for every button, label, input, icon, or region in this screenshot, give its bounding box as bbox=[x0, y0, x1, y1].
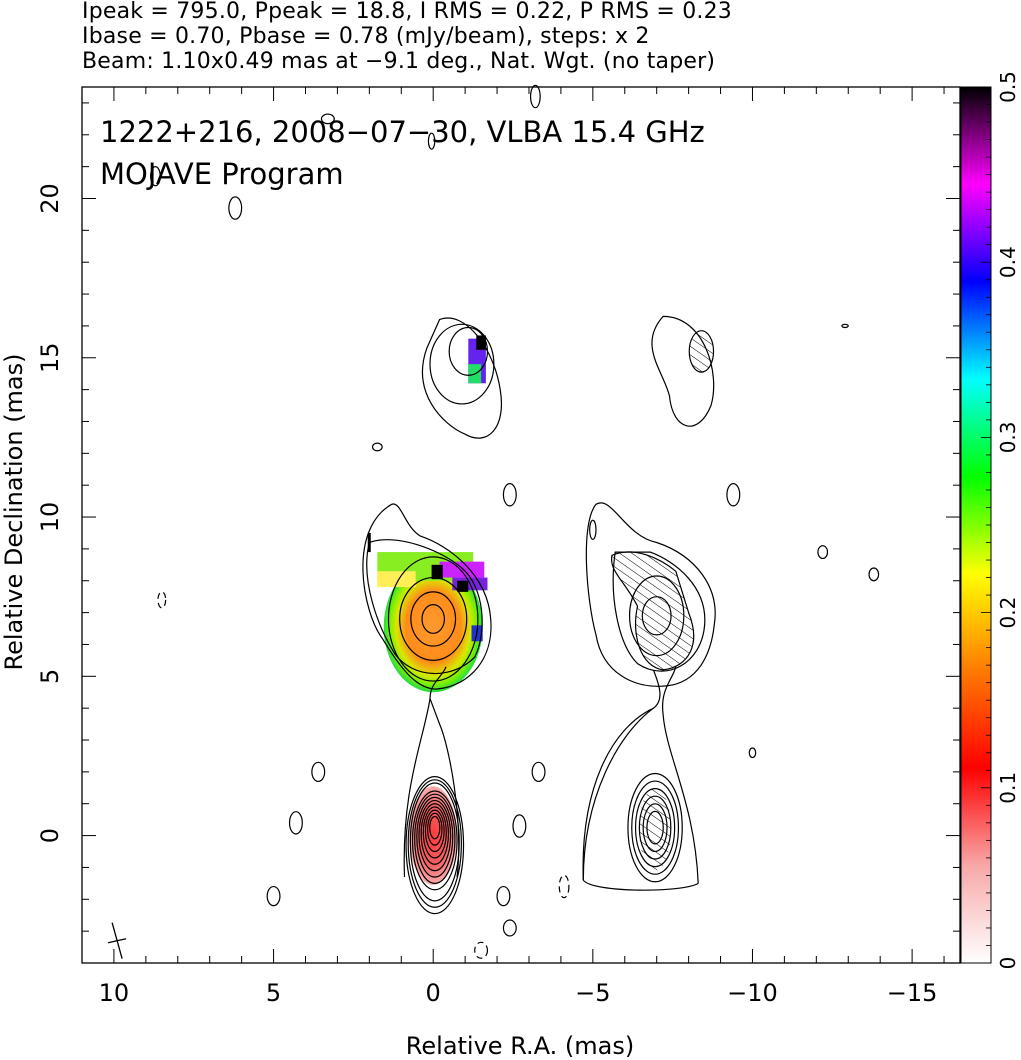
noise-contour bbox=[311, 761, 326, 783]
right-core-contour bbox=[627, 772, 683, 883]
core-contour bbox=[416, 796, 454, 878]
knot-a-polarization bbox=[383, 561, 483, 693]
colorbar-tick-label: 0.3 bbox=[996, 421, 1020, 453]
polarization-map bbox=[377, 335, 488, 885]
knot-a-contour bbox=[410, 591, 457, 647]
knot-a-magenta-patch bbox=[439, 561, 485, 578]
noise-contour bbox=[817, 545, 829, 560]
knot-a-contour bbox=[628, 575, 685, 657]
y-tick-label: 10 bbox=[36, 502, 64, 533]
knot-b-contour bbox=[429, 323, 495, 405]
core-contour bbox=[407, 779, 462, 908]
header-line-2: Ibase = 0.70, Pbase = 0.78 (mJy/beam), s… bbox=[82, 24, 650, 49]
right-jet-contour bbox=[662, 666, 699, 884]
noise-contour bbox=[288, 811, 303, 835]
noise-contour bbox=[512, 814, 527, 838]
right-knot-b-hatch bbox=[688, 330, 715, 373]
y-axis-label: Relative Declination (mas) bbox=[0, 353, 28, 670]
core-contour bbox=[422, 806, 447, 859]
right-jet-contour bbox=[582, 879, 699, 891]
knot-a-contour bbox=[387, 556, 479, 682]
y-tick-label: 15 bbox=[36, 342, 64, 373]
knot-a-contour bbox=[641, 596, 672, 636]
knot-a-outer-contour bbox=[362, 503, 492, 690]
noise-contour bbox=[496, 885, 511, 907]
core-contour bbox=[414, 793, 456, 884]
core-contour bbox=[405, 776, 465, 915]
knot-b-contour bbox=[448, 326, 489, 376]
colorbar: 0 0.1 0.2 0.3 0.4 0.5 bbox=[960, 71, 1020, 970]
right-jet-contour bbox=[582, 707, 654, 881]
noise-contour bbox=[371, 442, 383, 452]
x-tick-label: −10 bbox=[727, 979, 778, 1007]
x-tick-label: 10 bbox=[99, 979, 130, 1007]
plot-border bbox=[81, 86, 961, 964]
x-axis-label: Relative R.A. (mas) bbox=[406, 1032, 634, 1060]
noise-contour bbox=[228, 196, 243, 220]
x-tick-label: 0 bbox=[426, 979, 441, 1007]
knot-a-black-pixel bbox=[431, 564, 443, 580]
knot-a-yellow-patch bbox=[377, 571, 416, 588]
negative-contour bbox=[558, 874, 570, 899]
right-knot-a-hatch bbox=[611, 551, 695, 671]
header-line-3: Beam: 1.10x0.49 mas at −9.1 deg., Nat. W… bbox=[82, 49, 716, 74]
noise-contour bbox=[266, 885, 281, 907]
plot-subtitle: MOJAVE Program bbox=[100, 157, 344, 191]
noise-contour bbox=[531, 761, 546, 783]
beam-marker bbox=[367, 532, 371, 553]
y-tick-label: 20 bbox=[36, 183, 64, 214]
noise-contour bbox=[529, 84, 541, 109]
beam-minor-axis bbox=[107, 938, 127, 944]
noise-contour bbox=[150, 166, 161, 187]
x-tick-label: −15 bbox=[887, 979, 938, 1007]
core-contour bbox=[418, 799, 452, 872]
colorbar-tick-label: 0.5 bbox=[996, 71, 1020, 103]
noise-contour bbox=[868, 567, 880, 582]
colorbar-tick-label: 0.1 bbox=[996, 772, 1020, 804]
header-line-1: Ipeak = 795.0, Ppeak = 18.8, I RMS = 0.2… bbox=[82, 0, 732, 24]
negative-contour bbox=[157, 591, 167, 609]
colorbar-tick-label: 0.4 bbox=[996, 246, 1020, 278]
negative-contour bbox=[474, 941, 489, 959]
noise-contour bbox=[502, 919, 517, 937]
knot-a-contour bbox=[399, 576, 468, 661]
noise-contour bbox=[502, 482, 517, 507]
colorbar-tick-label: 0 bbox=[996, 957, 1020, 970]
y-tick-label: 0 bbox=[36, 828, 64, 843]
core-contour bbox=[429, 815, 441, 840]
knot-b-black-pixel bbox=[476, 335, 486, 350]
jet-contour bbox=[429, 666, 447, 699]
knot-a-contour bbox=[366, 539, 483, 675]
colorbar-scale bbox=[960, 86, 992, 964]
right-core-contour bbox=[631, 780, 680, 875]
knot-a-contour bbox=[612, 551, 706, 672]
noise-contour bbox=[748, 747, 757, 759]
x-tick-label: 5 bbox=[266, 979, 281, 1007]
noise-contour bbox=[841, 323, 849, 329]
noise-contour bbox=[427, 132, 436, 150]
core-contour bbox=[424, 809, 445, 853]
knot-a-black-pixel bbox=[457, 580, 469, 592]
contour-layer bbox=[107, 84, 880, 959]
plot-title: 1222+216, 2008−07−30, VLBA 15.4 GHz bbox=[100, 115, 705, 149]
plot-frame bbox=[81, 86, 961, 964]
right-core-hatch bbox=[639, 787, 672, 871]
y-tick-label: 5 bbox=[36, 669, 64, 684]
core-contour bbox=[420, 803, 450, 865]
noise-contour bbox=[589, 519, 597, 540]
noise-contour bbox=[726, 482, 741, 507]
axes: 10 5 0 −5 −10 −15 0 5 10 15 20 bbox=[36, 87, 960, 1007]
knot-a-outer-contour bbox=[585, 502, 716, 687]
x-tick-label: −5 bbox=[575, 979, 610, 1007]
colorbar-tick-label: 0.2 bbox=[996, 597, 1020, 629]
noise-contour bbox=[320, 113, 335, 125]
knot-a-contour bbox=[421, 604, 445, 634]
core-contour bbox=[411, 790, 458, 891]
knot-b-outer-contour bbox=[421, 317, 502, 439]
core-contour bbox=[427, 812, 443, 846]
